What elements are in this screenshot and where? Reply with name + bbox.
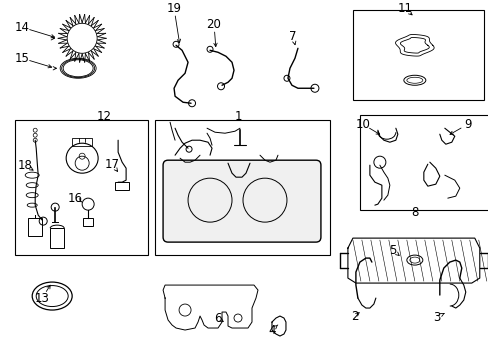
Text: 14: 14 [15,21,30,34]
Bar [359,115,488,210]
Bar [352,10,483,100]
Bar [83,218,93,226]
Bar [50,228,64,248]
Text: 12: 12 [97,110,111,123]
Text: 16: 16 [67,192,82,204]
Text: 10: 10 [355,118,369,131]
Text: 19: 19 [166,2,181,15]
FancyBboxPatch shape [163,160,320,242]
Text: 7: 7 [288,30,296,43]
Text: 1: 1 [234,110,241,123]
Bar [155,120,329,255]
Text: 5: 5 [388,244,396,257]
Bar [28,218,42,236]
Text: 9: 9 [463,118,470,131]
Text: 8: 8 [410,206,418,219]
Bar [115,182,129,190]
Text: 18: 18 [18,159,33,172]
Text: 3: 3 [432,311,440,324]
Bar [15,120,148,255]
Text: 20: 20 [206,18,221,31]
Text: 4: 4 [268,324,275,337]
Text: 13: 13 [35,292,49,305]
Text: 6: 6 [214,311,222,324]
Text: 15: 15 [15,52,30,65]
Text: 17: 17 [104,158,120,171]
Text: 11: 11 [397,2,411,15]
Text: 2: 2 [350,310,358,323]
Bar [72,138,92,146]
